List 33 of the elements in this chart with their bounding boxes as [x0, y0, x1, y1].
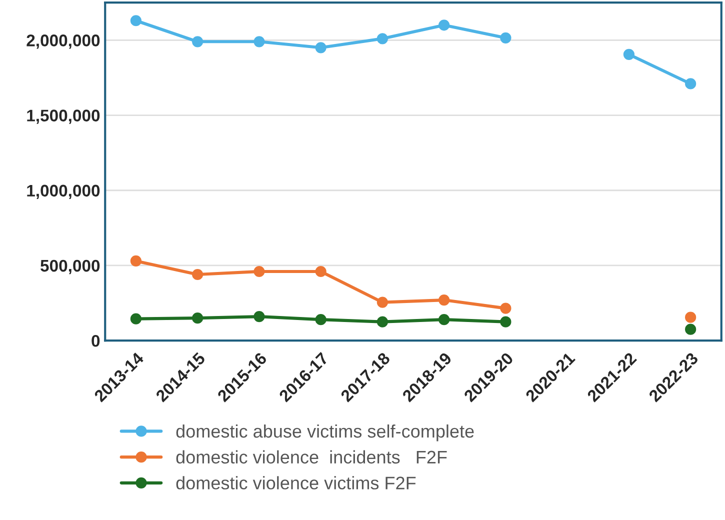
- legend-label: domestic violence incidents F2F: [176, 450, 447, 464]
- point: [315, 266, 326, 278]
- point: [130, 15, 142, 26]
- point: [438, 20, 450, 31]
- point: [130, 255, 142, 267]
- point: [500, 32, 512, 44]
- point: [376, 296, 388, 308]
- point: [623, 48, 634, 60]
- y-tick-label: 1,500,000: [27, 110, 100, 124]
- point: [685, 78, 696, 90]
- point: [438, 314, 450, 326]
- y-tick-label: 500,000: [40, 260, 100, 274]
- point: [254, 36, 265, 48]
- legend-label: domestic abuse victims self-complete: [176, 424, 474, 442]
- point: [685, 324, 696, 335]
- y-tick-label: 0: [92, 335, 100, 347]
- legend-label: domestic violence victims F2F: [176, 476, 416, 490]
- point: [254, 311, 265, 322]
- point: [315, 314, 326, 326]
- y-tick-label: 1,000,000: [27, 184, 100, 199]
- point: [130, 313, 142, 324]
- point: [376, 33, 388, 44]
- point: [376, 316, 388, 328]
- y-tick-label: 2,000,000: [26, 34, 100, 49]
- point: [315, 42, 326, 54]
- point: [500, 302, 512, 314]
- point: [192, 312, 204, 324]
- point: [192, 36, 204, 48]
- point: [685, 312, 696, 323]
- point: [254, 266, 265, 278]
- point: [438, 294, 450, 306]
- point: [192, 268, 204, 280]
- point: [500, 316, 512, 328]
